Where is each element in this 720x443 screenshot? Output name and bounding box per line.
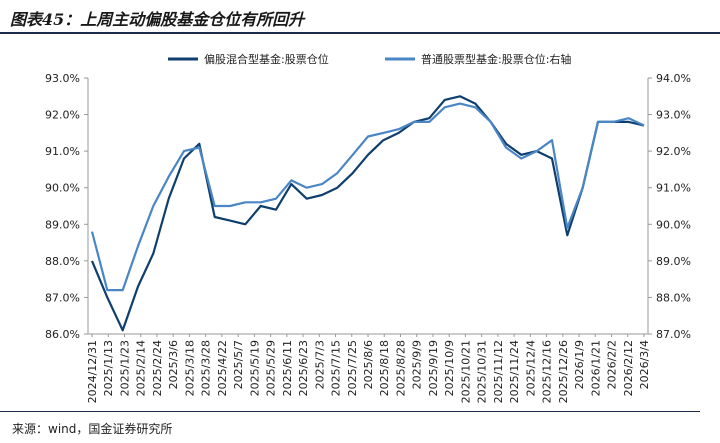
legend-label-2: 普通股票型基金:股票仓位:右轴 — [421, 52, 571, 66]
x-tick-label: 2025/1/23 — [118, 340, 131, 396]
y-right-tick-label: 94.0% — [656, 72, 691, 85]
y-left-tick-label: 93.0% — [45, 72, 80, 85]
x-tick-label: 2025/4/22 — [216, 340, 229, 396]
source-note: 来源：wind，国金证券研究所 — [12, 422, 173, 436]
x-tick-label: 2025/8/6 — [362, 340, 375, 389]
y-right-tick-label: 93.0% — [656, 109, 691, 122]
x-tick-label: 2025/9/19 — [427, 340, 440, 396]
x-tick-label: 2025/10/31 — [476, 340, 489, 403]
y-right-tick-label: 92.0% — [656, 145, 691, 158]
x-tick-label: 2026/2/2 — [606, 340, 619, 389]
x-tick-label: 2025/8/28 — [394, 340, 407, 396]
y-left-tick-label: 91.0% — [45, 145, 80, 158]
chart-title: 图表45：上周主动偏股基金仓位有所回升 — [10, 10, 305, 29]
y-left-tick-label: 86.0% — [45, 328, 80, 341]
y-left-tick-label: 90.0% — [45, 182, 80, 195]
chart-axes: 93.0% 92.0% 91.0% 90.0% 89.0% 88.0% 87.0% 86.0%… — [45, 72, 691, 403]
x-tick-label: 2025/6/23 — [297, 340, 310, 396]
chart-series — [90, 95, 645, 332]
x-tick-label: 2025/8/18 — [378, 340, 391, 396]
x-tick-label: 2025/2/24 — [151, 340, 164, 396]
x-tick-label: 2026/2/12 — [622, 340, 635, 396]
x-tick-label: 2025/5/19 — [248, 340, 261, 396]
x-tick-label: 2025/12/4 — [524, 340, 537, 396]
x-tick-label: 2026/1/9 — [573, 340, 586, 389]
x-tick-label: 2026/1/21 — [589, 340, 602, 396]
x-tick-label: 2025/5/29 — [265, 340, 278, 396]
x-tick-label: 2025/10/21 — [459, 340, 472, 403]
x-tick-label: 2025/12/26 — [557, 340, 570, 403]
chart-legend: 偏股混合型基金:股票仓位 普通股票型基金:股票仓位:右轴 — [168, 52, 571, 66]
x-tick-label: 2025/3/28 — [200, 340, 213, 396]
y-right-tick-label: 91.0% — [656, 182, 691, 195]
x-tick-label: 2025/7/15 — [330, 340, 343, 396]
line-chart: 93.0% 92.0% 91.0% 90.0% 89.0% 88.0% 87.0% 86.0%… — [45, 52, 691, 403]
x-tick-label: 2025/7/3 — [313, 340, 326, 389]
y-left-tick-label: 88.0% — [45, 255, 80, 268]
y-right-tick-label: 89.0% — [656, 255, 691, 268]
y-right-tick-label: 88.0% — [656, 291, 691, 304]
title-divider — [0, 32, 720, 34]
y-right-tick-label: 87.0% — [656, 328, 691, 341]
x-tick-label: 2025/5/7 — [232, 340, 245, 389]
x-tick-label: 2024/12/31 — [86, 340, 99, 403]
series-line-2 — [90, 102, 645, 292]
y-left-tick-label: 87.0% — [45, 291, 80, 304]
x-tick-label: 2026/3/4 — [638, 340, 651, 389]
x-tick-label: 2025/9/9 — [411, 340, 424, 389]
legend-label-1: 偏股混合型基金:股票仓位 — [204, 52, 329, 66]
x-tick-label: 2025/2/14 — [135, 340, 148, 396]
x-tick-label: 2025/3/18 — [183, 340, 196, 396]
x-tick-label: 2025/3/6 — [167, 340, 180, 389]
y-left-tick-label: 89.0% — [45, 218, 80, 231]
x-tick-label: 2025/12/16 — [541, 340, 554, 403]
y-right-tick-label: 90.0% — [656, 218, 691, 231]
x-tick-label: 2025/11/12 — [492, 340, 505, 403]
x-tick-label: 2025/1/13 — [102, 340, 115, 396]
series-line-1 — [90, 95, 645, 332]
footer-divider — [0, 411, 700, 412]
y-left-tick-label: 92.0% — [45, 109, 80, 122]
x-tick-label: 2025/7/25 — [346, 340, 359, 396]
x-tick-label: 2025/11/24 — [508, 340, 521, 403]
x-tick-label: 2025/6/11 — [281, 340, 294, 396]
x-tick-label: 2025/10/9 — [443, 340, 456, 396]
